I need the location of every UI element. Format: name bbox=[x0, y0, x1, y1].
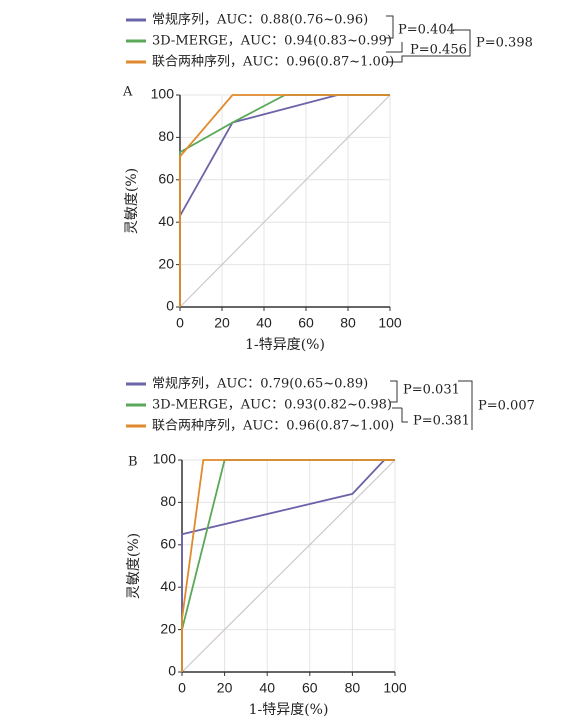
y-axis-label: 灵敏度(%) bbox=[126, 533, 142, 599]
x-tick-label: 80 bbox=[345, 680, 361, 696]
legend-label: 3D-MERGE，AUC：0.94(0.83~0.99) bbox=[152, 34, 392, 49]
roc-curve bbox=[179, 94, 390, 307]
y-tick-label: 20 bbox=[158, 255, 174, 271]
x-tick-label: 100 bbox=[383, 680, 407, 696]
bracket bbox=[386, 15, 394, 39]
legend-label: 3D-MERGE，AUC：0.93(0.82~0.98) bbox=[152, 398, 392, 413]
x-axis-label: 1-特异度(%) bbox=[245, 337, 325, 353]
y-tick-label: 40 bbox=[160, 578, 176, 594]
y-tick-label: 20 bbox=[160, 620, 176, 636]
x-tick-label: 0 bbox=[178, 680, 186, 696]
x-tick-label: 60 bbox=[298, 315, 314, 331]
x-tick-label: 60 bbox=[302, 680, 318, 696]
panel-label: B bbox=[128, 455, 138, 470]
bracket bbox=[390, 380, 398, 403]
y-axis-label: 灵敏度(%) bbox=[124, 168, 140, 234]
x-tick-label: 80 bbox=[340, 315, 356, 331]
p-value: P=0.007 bbox=[478, 399, 535, 414]
p-value: P=0.456 bbox=[410, 43, 467, 58]
x-tick-label: 20 bbox=[217, 680, 233, 696]
bracket bbox=[386, 42, 403, 53]
bracket bbox=[401, 408, 408, 423]
p-value: P=0.381 bbox=[413, 414, 470, 429]
legend-label: 常规序列，AUC：0.88(0.76~0.96) bbox=[152, 13, 368, 28]
legend-label: 联合两种序列，AUC：0.96(0.87~1.00) bbox=[152, 55, 394, 70]
legend-label: 常规序列，AUC：0.79(0.65~0.89) bbox=[152, 377, 368, 392]
bracket bbox=[458, 380, 473, 430]
y-tick-label: 0 bbox=[166, 298, 174, 314]
p-value: P=0.398 bbox=[476, 36, 533, 51]
reference-line bbox=[179, 94, 391, 308]
y-tick-label: 80 bbox=[158, 128, 174, 144]
roc-curve bbox=[181, 459, 395, 672]
p-value: P=0.404 bbox=[398, 23, 455, 38]
y-tick-label: 80 bbox=[160, 493, 176, 509]
y-tick-label: 40 bbox=[158, 213, 174, 229]
x-tick-label: 40 bbox=[256, 315, 272, 331]
x-tick-label: 20 bbox=[214, 315, 230, 331]
x-tick-label: 0 bbox=[176, 315, 184, 331]
y-tick-label: 60 bbox=[158, 171, 174, 187]
y-tick-label: 60 bbox=[160, 536, 176, 552]
x-axis-label: 1-特异度(%) bbox=[249, 702, 329, 718]
y-tick-label: 100 bbox=[153, 451, 177, 467]
panel-label: A bbox=[122, 85, 133, 100]
x-tick-label: 100 bbox=[378, 315, 402, 331]
p-value: P=0.031 bbox=[403, 383, 460, 398]
reference-line bbox=[181, 459, 396, 673]
x-tick-label: 40 bbox=[259, 680, 275, 696]
y-tick-label: 100 bbox=[151, 86, 175, 102]
legend-label: 联合两种序列，AUC：0.96(0.87~1.00) bbox=[152, 419, 394, 434]
y-tick-label: 0 bbox=[168, 663, 176, 679]
bracket bbox=[386, 29, 471, 63]
